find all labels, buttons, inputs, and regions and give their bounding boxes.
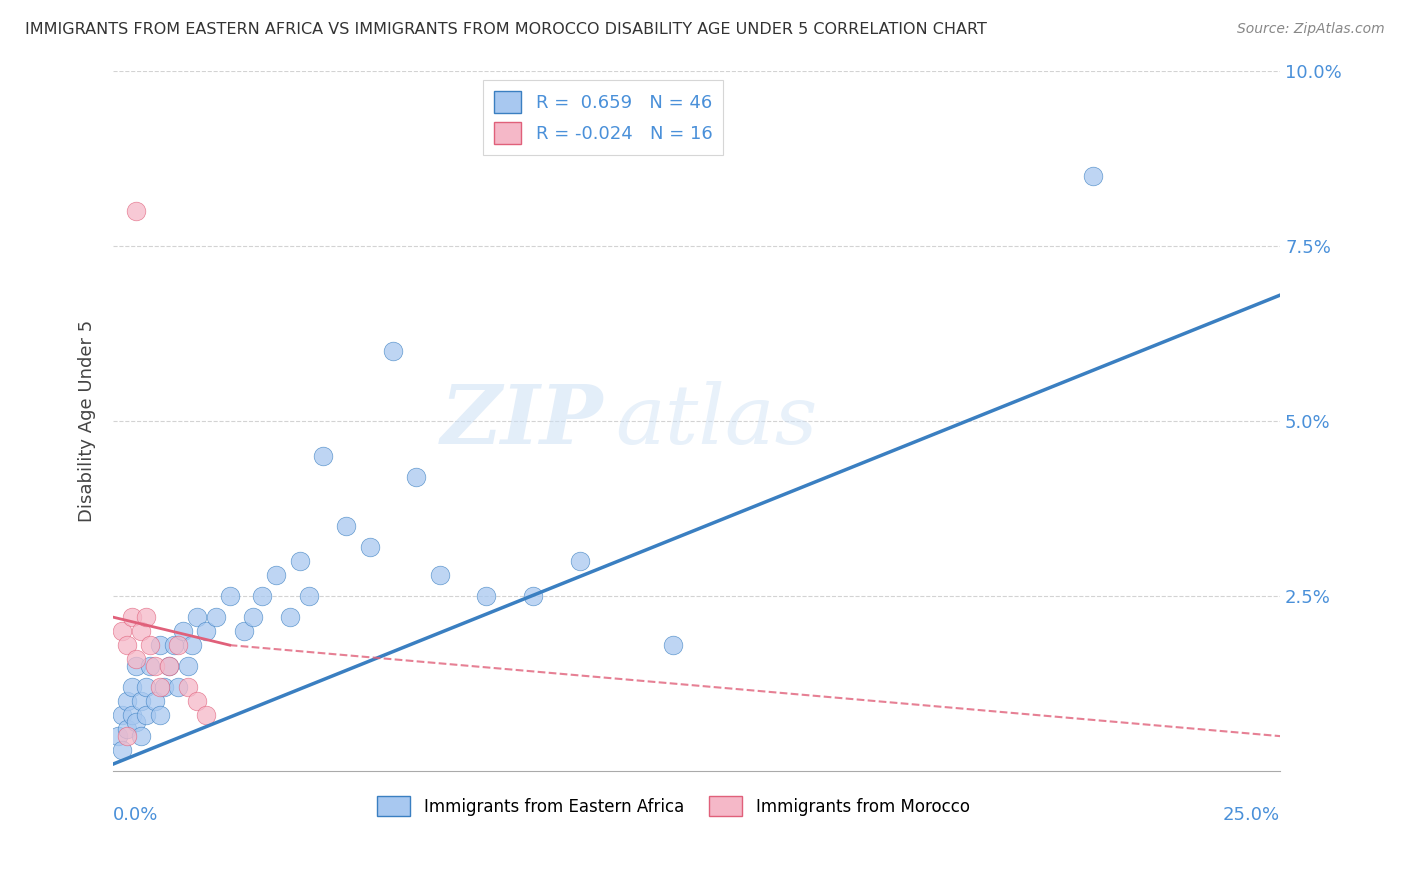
Text: IMMIGRANTS FROM EASTERN AFRICA VS IMMIGRANTS FROM MOROCCO DISABILITY AGE UNDER 5: IMMIGRANTS FROM EASTERN AFRICA VS IMMIGR… — [25, 22, 987, 37]
Point — [157, 659, 180, 673]
Point — [115, 694, 138, 708]
Point — [107, 729, 129, 743]
Point — [125, 659, 148, 673]
Point — [405, 470, 427, 484]
Point — [143, 659, 166, 673]
Text: atlas: atlas — [614, 381, 817, 461]
Text: Source: ZipAtlas.com: Source: ZipAtlas.com — [1237, 22, 1385, 37]
Point — [298, 589, 321, 603]
Point — [162, 638, 184, 652]
Point — [167, 638, 190, 652]
Point — [288, 554, 311, 568]
Point — [111, 743, 134, 757]
Point — [157, 659, 180, 673]
Point — [312, 449, 335, 463]
Point — [195, 624, 218, 639]
Point — [111, 624, 134, 639]
Point — [382, 344, 405, 359]
Text: ZIP: ZIP — [440, 381, 603, 461]
Point — [232, 624, 254, 639]
Point — [252, 589, 274, 603]
Point — [121, 610, 143, 624]
Point — [121, 680, 143, 694]
Point — [662, 638, 685, 652]
Point — [335, 519, 357, 533]
Text: 0.0%: 0.0% — [112, 806, 159, 824]
Point — [129, 729, 152, 743]
Point — [135, 610, 157, 624]
Point — [218, 589, 240, 603]
Point — [475, 589, 498, 603]
Point — [167, 680, 190, 694]
Point — [143, 694, 166, 708]
Legend: R =  0.659   N = 46, R = -0.024   N = 16: R = 0.659 N = 46, R = -0.024 N = 16 — [484, 80, 723, 155]
Point — [204, 610, 226, 624]
Point — [111, 708, 134, 723]
Point — [176, 659, 198, 673]
Point — [139, 659, 162, 673]
Point — [125, 652, 148, 666]
Point — [139, 638, 162, 652]
Point — [186, 610, 208, 624]
Point — [149, 680, 172, 694]
Point — [115, 722, 138, 736]
Point — [125, 204, 148, 219]
Point — [149, 638, 172, 652]
Point — [149, 708, 172, 723]
Point — [176, 680, 198, 694]
Point — [242, 610, 264, 624]
Point — [195, 708, 218, 723]
Point — [1083, 169, 1105, 183]
Point — [135, 708, 157, 723]
Point — [568, 554, 591, 568]
Point — [129, 694, 152, 708]
Point — [125, 715, 148, 730]
Point — [181, 638, 204, 652]
Point — [280, 610, 302, 624]
Point — [129, 624, 152, 639]
Point — [121, 708, 143, 723]
Point — [522, 589, 544, 603]
Point — [115, 729, 138, 743]
Point — [115, 638, 138, 652]
Point — [266, 568, 288, 582]
Y-axis label: Disability Age Under 5: Disability Age Under 5 — [79, 320, 96, 522]
Point — [135, 680, 157, 694]
Point — [172, 624, 194, 639]
Point — [153, 680, 176, 694]
Point — [429, 568, 451, 582]
Text: 25.0%: 25.0% — [1223, 806, 1281, 824]
Point — [186, 694, 208, 708]
Point — [359, 540, 381, 554]
